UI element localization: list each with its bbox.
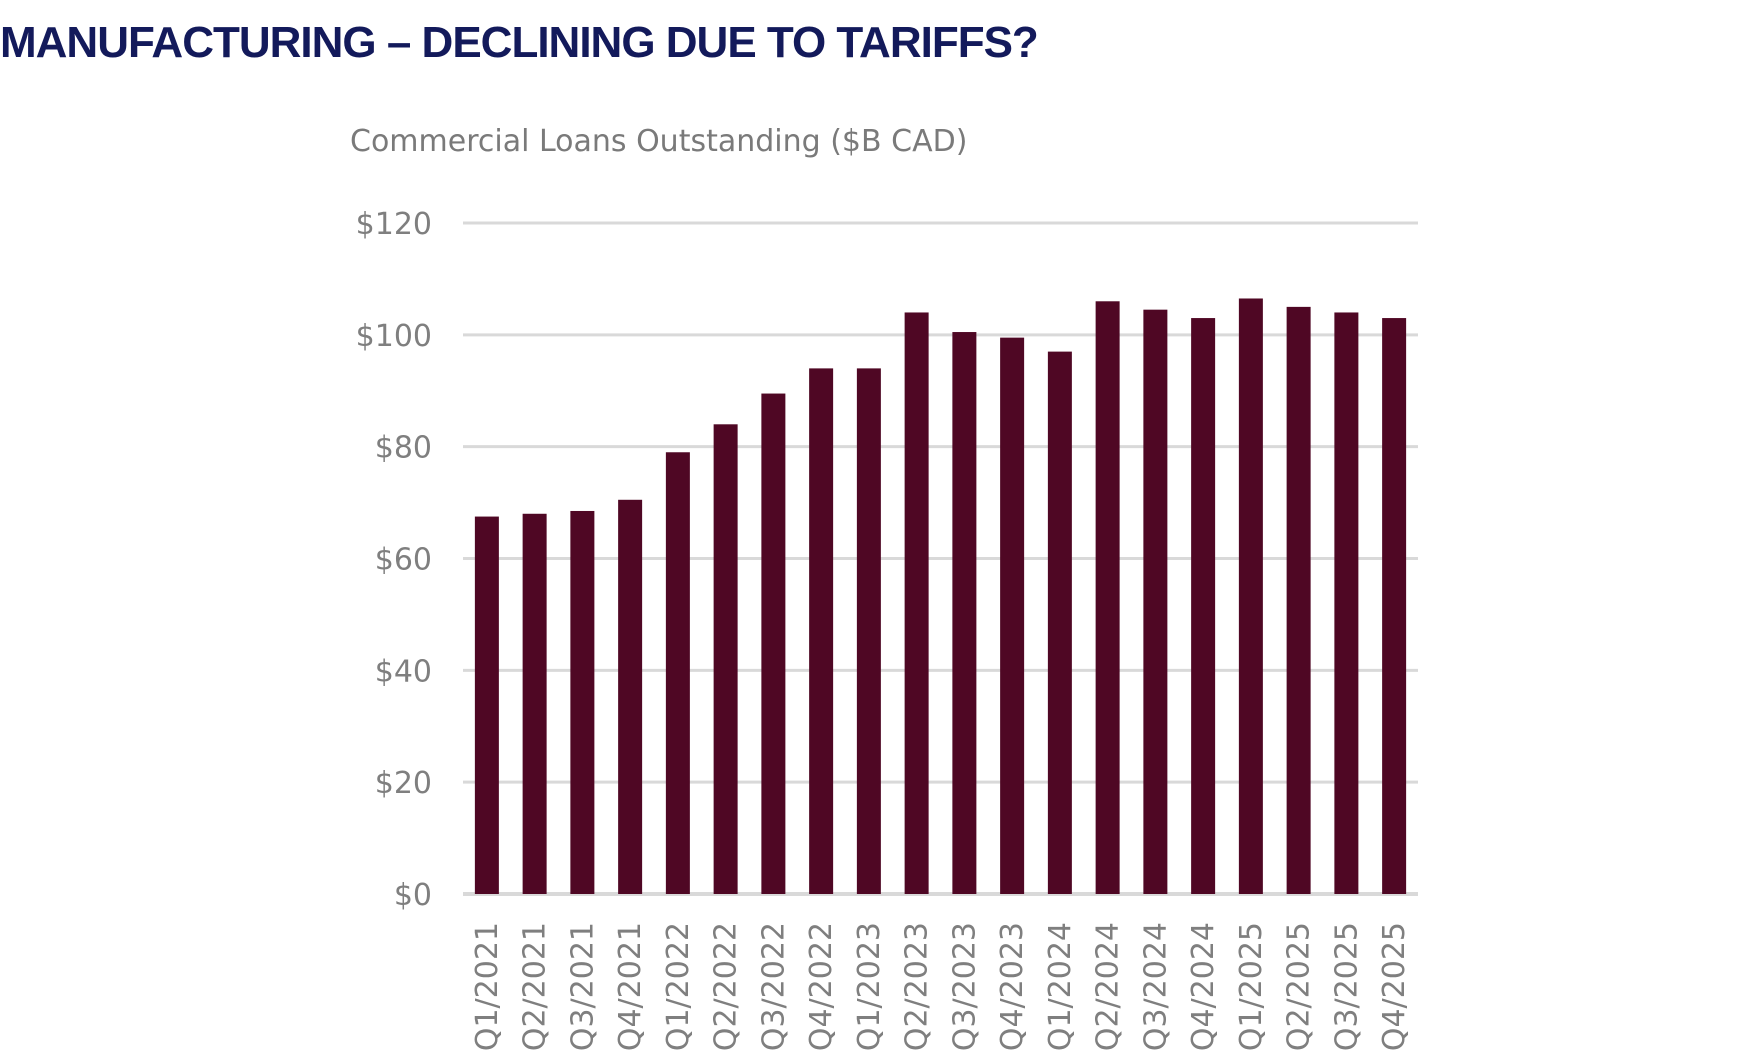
x-axis-ticks: Q1/2021 Q2/2021 Q3/2021 Q4/2021 Q1/2022 Q2/20… — [470, 922, 1412, 1051]
x-tick-label: Q1/2023 — [852, 922, 887, 1051]
bar-q4-2022 — [809, 368, 834, 895]
x-tick-label: Q3/2023 — [947, 922, 982, 1051]
chart-title: Commercial Loans Outstanding ($B CAD) — [350, 124, 968, 159]
x-tick-label: Q3/2025 — [1329, 922, 1364, 1051]
x-tick-label: Q2/2021 — [518, 922, 553, 1051]
bar-q4-2024 — [1191, 318, 1216, 894]
bar-q3-2025 — [1334, 312, 1359, 894]
x-tick-label: Q3/2024 — [1138, 922, 1173, 1051]
bar-q1-2021 — [474, 516, 499, 894]
bars — [474, 298, 1407, 895]
bar-q3-2022 — [761, 393, 786, 894]
y-tick-label: $20 — [375, 766, 432, 801]
bar-q3-2023 — [952, 332, 977, 895]
x-tick-label: Q3/2021 — [565, 922, 600, 1051]
x-tick-label: Q3/2022 — [756, 922, 791, 1051]
x-tick-label: Q2/2025 — [1282, 922, 1317, 1051]
bar-q2-2023 — [904, 312, 929, 894]
bar-q2-2022 — [713, 424, 738, 894]
x-tick-label: Q1/2022 — [661, 922, 696, 1051]
x-tick-label: Q1/2021 — [470, 922, 505, 1051]
gridlines — [463, 221, 1418, 896]
bar-q1-2022 — [665, 452, 690, 894]
bar-q4-2021 — [618, 499, 643, 894]
x-tick-label: Q2/2024 — [1091, 922, 1126, 1051]
bar-q1-2025 — [1238, 298, 1263, 894]
bar-q1-2024 — [1047, 351, 1072, 894]
y-tick-label: $40 — [375, 654, 432, 689]
y-tick-label: $80 — [375, 431, 432, 466]
bar-q1-2023 — [856, 368, 881, 895]
y-tick-label: $100 — [356, 319, 432, 354]
x-tick-label: Q2/2023 — [900, 922, 935, 1051]
bar-q4-2025 — [1382, 318, 1407, 894]
y-tick-label: $120 — [356, 207, 432, 242]
x-tick-label: Q2/2022 — [709, 922, 744, 1051]
x-tick-label: Q4/2022 — [804, 922, 839, 1051]
bar-q3-2021 — [570, 510, 595, 894]
bar-q4-2023 — [1000, 337, 1025, 895]
x-tick-label: Q1/2024 — [1043, 922, 1078, 1051]
x-tick-label: Q4/2025 — [1377, 922, 1412, 1051]
y-tick-label: $60 — [375, 543, 432, 578]
x-tick-label: Q4/2023 — [995, 922, 1030, 1051]
bar-q3-2024 — [1143, 309, 1168, 894]
bar-q2-2021 — [522, 513, 547, 894]
x-tick-label: Q4/2024 — [1186, 922, 1221, 1051]
x-tick-label: Q1/2025 — [1234, 922, 1269, 1051]
bar-q2-2025 — [1286, 306, 1311, 894]
x-tick-label: Q4/2021 — [613, 922, 648, 1051]
slide-title: MANUFACTURING – DECLINING DUE TO TARIFFS… — [0, 18, 1039, 67]
y-tick-label: $0 — [394, 878, 432, 913]
bar-q2-2024 — [1095, 301, 1120, 894]
y-axis-ticks: $0 $20 $40 $60 $80 $100 $120 — [356, 207, 432, 913]
